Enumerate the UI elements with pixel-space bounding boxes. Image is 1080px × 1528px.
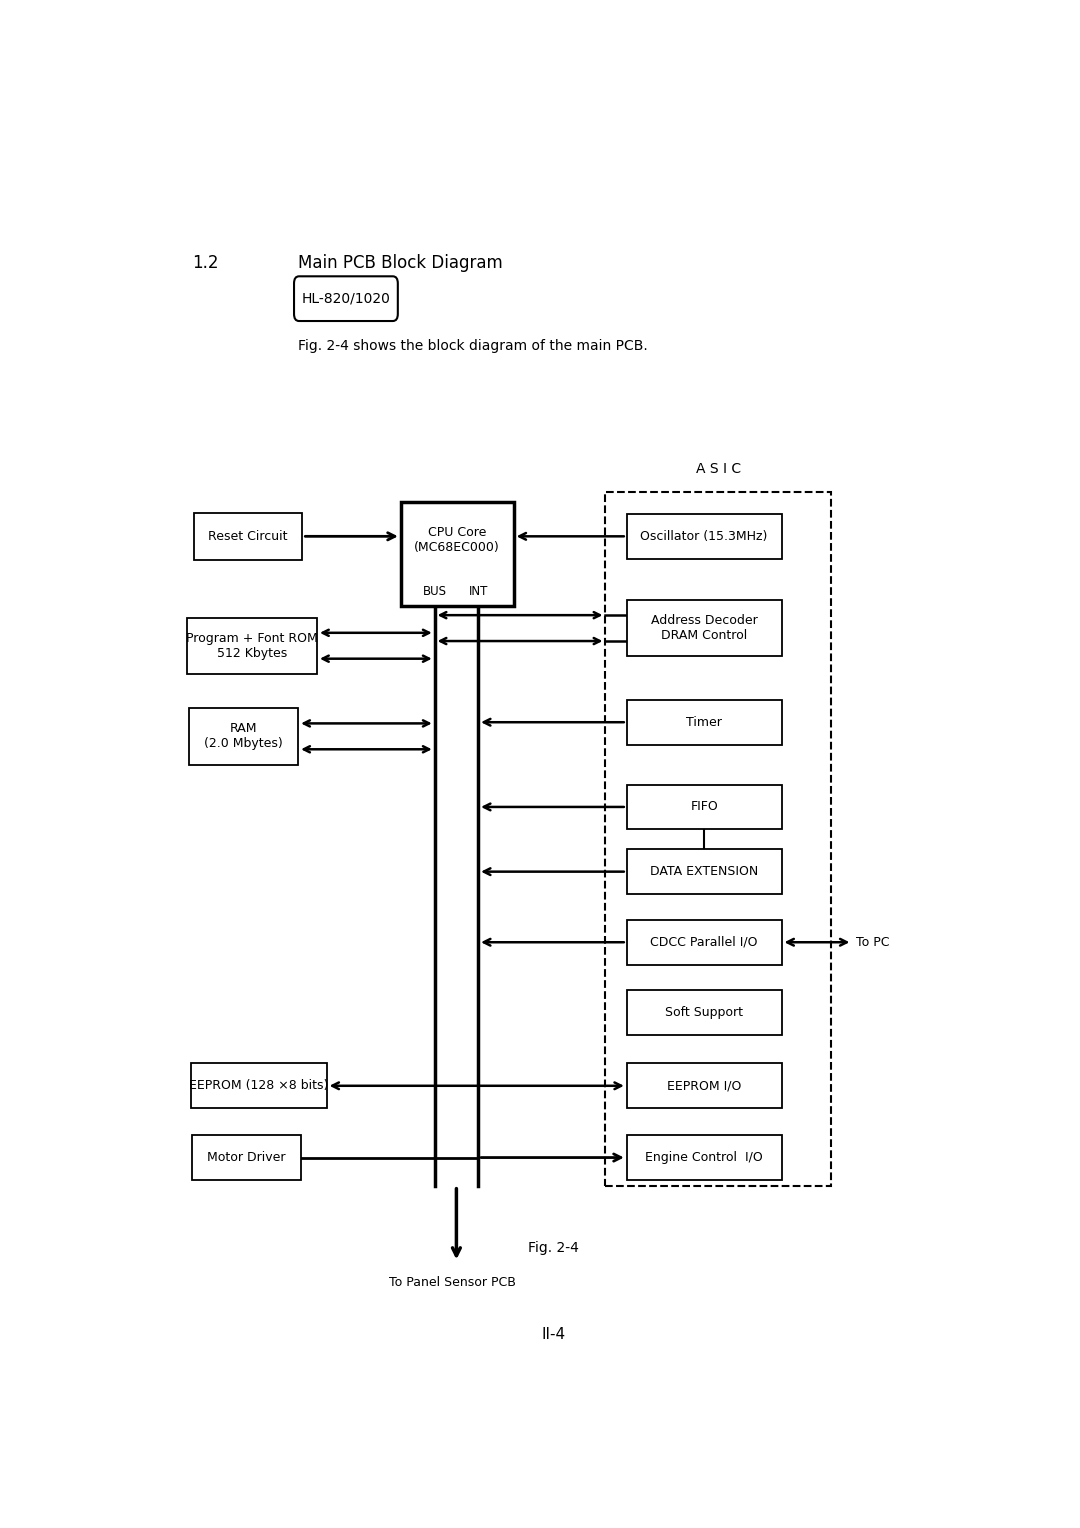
FancyBboxPatch shape (294, 277, 397, 321)
Text: Timer: Timer (686, 715, 723, 729)
Text: Address Decoder
DRAM Control: Address Decoder DRAM Control (651, 614, 757, 642)
FancyBboxPatch shape (626, 990, 782, 1034)
Text: Fig. 2-4 shows the block diagram of the main PCB.: Fig. 2-4 shows the block diagram of the … (298, 339, 648, 353)
Text: 1.2: 1.2 (192, 254, 218, 272)
Text: HL-820/1020: HL-820/1020 (301, 292, 390, 306)
FancyBboxPatch shape (401, 503, 514, 605)
Text: Soft Support: Soft Support (665, 1007, 743, 1019)
FancyBboxPatch shape (193, 513, 302, 559)
Text: RAM
(2.0 Mbytes): RAM (2.0 Mbytes) (204, 723, 283, 750)
Text: Motor Driver: Motor Driver (207, 1151, 285, 1164)
FancyBboxPatch shape (626, 1063, 782, 1108)
Text: To PC: To PC (856, 935, 890, 949)
FancyBboxPatch shape (626, 850, 782, 894)
Text: INT: INT (469, 585, 488, 597)
Text: Fig. 2-4: Fig. 2-4 (528, 1241, 579, 1254)
Text: Engine Control  I/O: Engine Control I/O (645, 1151, 764, 1164)
Text: FIFO: FIFO (690, 801, 718, 813)
FancyBboxPatch shape (191, 1063, 326, 1108)
Text: CPU Core
(MC68EC000): CPU Core (MC68EC000) (415, 526, 500, 553)
FancyBboxPatch shape (626, 513, 782, 559)
FancyBboxPatch shape (626, 1135, 782, 1180)
Text: Reset Circuit: Reset Circuit (208, 530, 287, 542)
FancyBboxPatch shape (626, 700, 782, 744)
FancyBboxPatch shape (192, 1135, 300, 1180)
FancyBboxPatch shape (626, 920, 782, 964)
Text: Program + Font ROM
512 Kbytes: Program + Font ROM 512 Kbytes (187, 631, 318, 660)
Text: CDCC Parallel I/O: CDCC Parallel I/O (650, 935, 758, 949)
Text: Oscillator (15.3MHz): Oscillator (15.3MHz) (640, 530, 768, 542)
Text: Main PCB Block Diagram: Main PCB Block Diagram (298, 254, 503, 272)
FancyBboxPatch shape (626, 784, 782, 830)
Text: To Panel Sensor PCB: To Panel Sensor PCB (389, 1276, 515, 1290)
Text: BUS: BUS (422, 585, 447, 597)
Text: EEPROM (128 ×8 bits): EEPROM (128 ×8 bits) (189, 1079, 328, 1093)
Text: EEPROM I/O: EEPROM I/O (667, 1079, 741, 1093)
FancyBboxPatch shape (189, 707, 298, 764)
FancyBboxPatch shape (626, 601, 782, 657)
FancyBboxPatch shape (187, 617, 318, 674)
Text: DATA EXTENSION: DATA EXTENSION (650, 865, 758, 879)
Text: II-4: II-4 (541, 1326, 566, 1342)
Text: A S I C: A S I C (696, 463, 741, 477)
